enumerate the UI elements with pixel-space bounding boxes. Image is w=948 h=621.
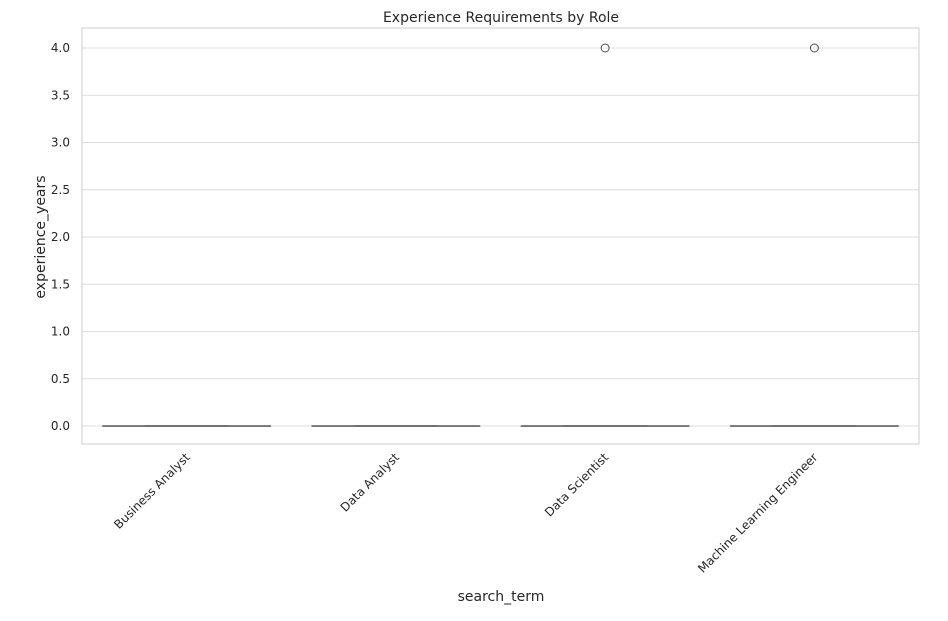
x-axis-label: search_term (458, 589, 545, 605)
chart-title: Experience Requirements by Role (383, 10, 619, 26)
box-group (521, 44, 688, 426)
y-axis-label: experience_years (33, 175, 49, 298)
y-tick-label: 1.5 (51, 277, 70, 291)
y-tick-label: 3.5 (51, 88, 70, 102)
box-group (731, 44, 898, 426)
x-tick-label: Data Analyst (338, 450, 403, 515)
y-tick-label: 0.5 (51, 372, 70, 386)
plot-frame (82, 28, 919, 444)
y-tick-label: 3.0 (51, 136, 70, 150)
y-tick-label: 0.0 (51, 419, 70, 433)
y-axis-ticks: 0.0 0.5 1.0 1.5 2.0 2.5 3.0 3.5 4.0 (51, 41, 70, 433)
x-tick-label: Business Analyst (111, 450, 193, 532)
plot-layer (103, 44, 898, 426)
y-tick-label: 2.5 (51, 183, 70, 197)
y-tick-label: 2.0 (51, 230, 70, 244)
x-tick-label: Data Scientist (542, 450, 612, 520)
x-axis-ticks: Business Analyst Data Analyst Data Scienti… (111, 450, 820, 576)
x-tick-label: Machine Learning Engineer (695, 450, 820, 575)
y-tick-label: 1.0 (51, 325, 70, 339)
grid-layer (82, 48, 919, 426)
y-tick-label: 4.0 (51, 41, 70, 55)
